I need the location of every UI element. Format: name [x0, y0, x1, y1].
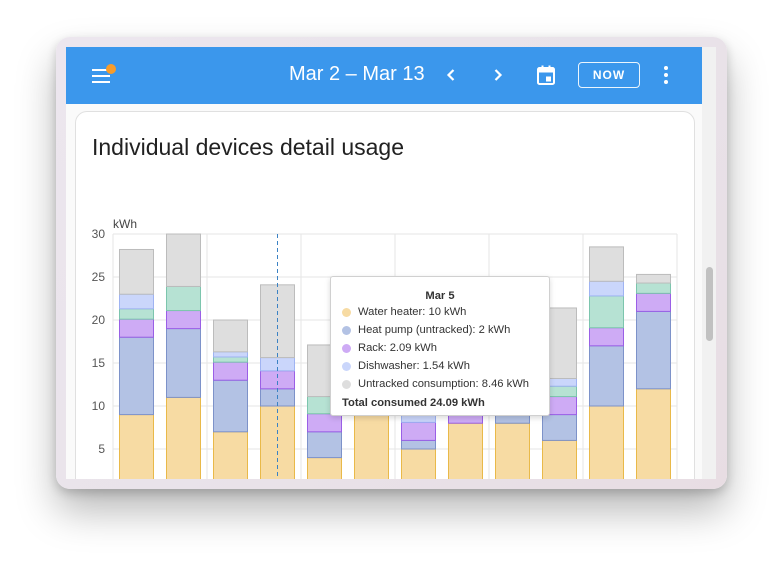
- bar-segment: [636, 388, 671, 479]
- y-tick-label: 5: [98, 442, 105, 456]
- bar-segment: [213, 356, 248, 363]
- scrollbar-track[interactable]: [702, 47, 716, 479]
- y-tick-label: 15: [92, 356, 106, 370]
- bar-segment: [213, 319, 248, 353]
- bar-segment: [636, 282, 671, 294]
- legend-swatch: [342, 361, 351, 371]
- bar-segment: [307, 457, 342, 479]
- bar-segment: [166, 285, 201, 312]
- tooltip-row: Water heater: 10 kWh: [342, 306, 466, 318]
- y-tick-label: 10: [92, 399, 106, 413]
- bar-segment: [213, 351, 248, 358]
- bar-segment: [542, 414, 577, 441]
- tooltip-row-label: Dishwasher: 1.54 kWh: [358, 360, 470, 372]
- y-axis-label: kWh: [113, 217, 137, 231]
- menu-icon[interactable]: [92, 64, 116, 86]
- bar-segment: [213, 431, 248, 479]
- bar-segment: [448, 422, 483, 479]
- bar-segment: [636, 310, 671, 390]
- tooltip-total: Total consumed 24.09 kWh: [342, 397, 485, 409]
- tooltip-row: Dishwasher: 1.54 kWh: [342, 360, 470, 372]
- bar-segment: [166, 396, 201, 479]
- bar-segment: [119, 293, 154, 310]
- bar-segment: [589, 405, 624, 479]
- more-vert-icon[interactable]: [661, 66, 671, 86]
- chevron-left-icon[interactable]: [441, 64, 461, 86]
- bar-segment: [119, 336, 154, 416]
- bar-segment: [166, 328, 201, 398]
- tooltip-row: Rack: 2.09 kWh: [342, 342, 437, 354]
- bar-segment: [495, 422, 530, 479]
- chevron-right-icon[interactable]: [488, 64, 508, 86]
- scrollbar-thumb[interactable]: [706, 267, 713, 341]
- bar-segment: [401, 421, 436, 441]
- bar-segment: [636, 292, 671, 312]
- app-screen: Mar 2 – Mar 13 NOW Individual devices de…: [66, 47, 716, 479]
- bar-segment: [401, 448, 436, 479]
- bar-segment: [589, 280, 624, 297]
- legend-swatch: [342, 325, 351, 335]
- card-title: Individual devices detail usage: [92, 134, 404, 160]
- tooltip-row: Heat pump (untracked): 2 kWh: [342, 324, 510, 336]
- bar-segment: [542, 439, 577, 479]
- bar-segment: [213, 379, 248, 433]
- tooltip-title: Mar 5: [425, 290, 455, 302]
- bar-segment: [589, 295, 624, 329]
- tooltip-row-label: Heat pump (untracked): 2 kWh: [358, 324, 511, 336]
- tooltip-row-label: Water heater: 10 kWh: [358, 306, 467, 318]
- bar-segment: [307, 413, 342, 433]
- bar-segment: [307, 431, 342, 459]
- tooltip-row-label: Rack: 2.09 kWh: [358, 342, 437, 354]
- bar-segment: [636, 273, 671, 284]
- bar-segment: [589, 345, 624, 407]
- tooltip-row-label: Untracked consumption: 8.46 kWh: [358, 378, 530, 390]
- bar-segment: [119, 414, 154, 479]
- now-button[interactable]: NOW: [578, 62, 640, 88]
- bar-segment: [401, 439, 436, 450]
- bar-segment: [166, 310, 201, 330]
- y-tick-label: 20: [92, 313, 106, 327]
- bar-segment: [589, 246, 624, 282]
- calendar-icon[interactable]: [535, 64, 557, 86]
- notification-dot: [106, 64, 116, 74]
- bar-segment: [119, 318, 154, 338]
- bar-segment: [213, 361, 248, 381]
- bar-segment: [166, 233, 201, 287]
- top-app-bar: Mar 2 – Mar 13 NOW: [66, 47, 702, 104]
- legend-swatch: [342, 343, 351, 353]
- tooltip-row: Untracked consumption: 8.46 kWh: [342, 378, 529, 390]
- bar-segment: [354, 414, 389, 479]
- y-tick-label: 25: [92, 270, 106, 284]
- date-range-label: Mar 2 – Mar 13: [289, 63, 425, 85]
- bar-segment: [119, 248, 154, 295]
- bar-segment: [119, 308, 154, 320]
- legend-swatch: [342, 379, 351, 389]
- y-tick-label: 30: [92, 227, 106, 241]
- bar-segment: [260, 370, 295, 390]
- bar-segment: [589, 327, 624, 347]
- legend-swatch: [342, 307, 351, 317]
- chart-tooltip: Mar 5 Water heater: 10 kWh Heat pump (un…: [330, 276, 550, 416]
- energy-card: Individual devices detail usage 05101520…: [75, 111, 695, 479]
